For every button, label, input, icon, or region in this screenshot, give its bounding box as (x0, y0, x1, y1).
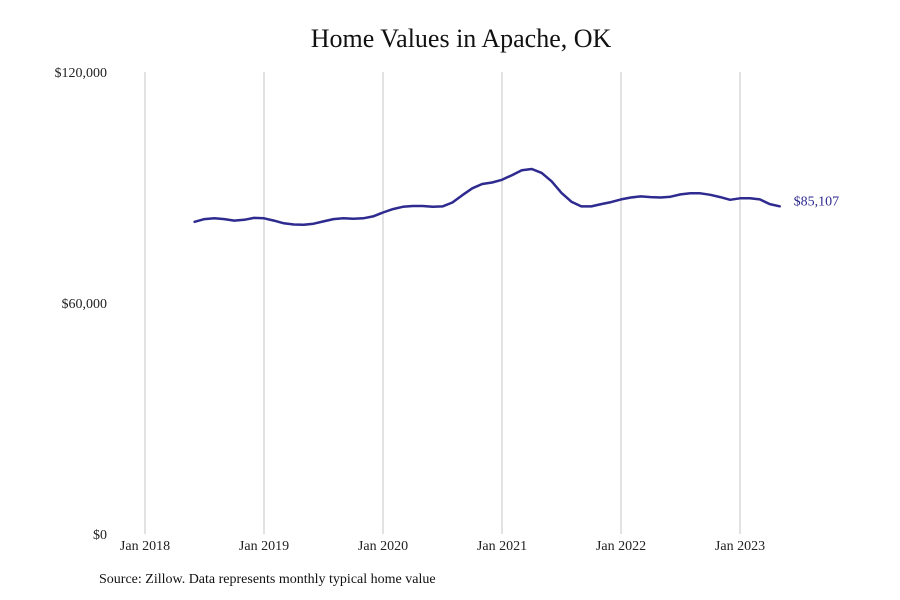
end-value-label: $85,107 (794, 194, 840, 209)
chart-title: Home Values in Apache, OK (310, 24, 612, 53)
series (193, 167, 781, 227)
series-line (193, 167, 781, 227)
source-note: Source: Zillow. Data represents monthly … (99, 572, 436, 587)
x-axis: Jan 2018 Jan 2019 Jan 2020 Jan 2021 Jan 2022… (120, 539, 765, 554)
x-tick-label: Jan 2018 (120, 539, 170, 554)
x-tick-label: Jan 2020 (358, 539, 408, 554)
x-tick-label: Jan 2022 (596, 539, 646, 554)
x-tick-label: Jan 2023 (715, 539, 765, 554)
x-tick-label: Jan 2021 (477, 539, 527, 554)
y-tick-label: $0 (93, 528, 107, 543)
x-tick-label: Jan 2019 (239, 539, 289, 554)
y-tick-label: $120,000 (55, 66, 108, 81)
end-labels: $85,107 (794, 194, 840, 209)
y-axis: $0 $60,000 $120,000 (55, 66, 108, 543)
y-tick-label: $60,000 (62, 297, 108, 312)
gridlines (144, 72, 741, 534)
